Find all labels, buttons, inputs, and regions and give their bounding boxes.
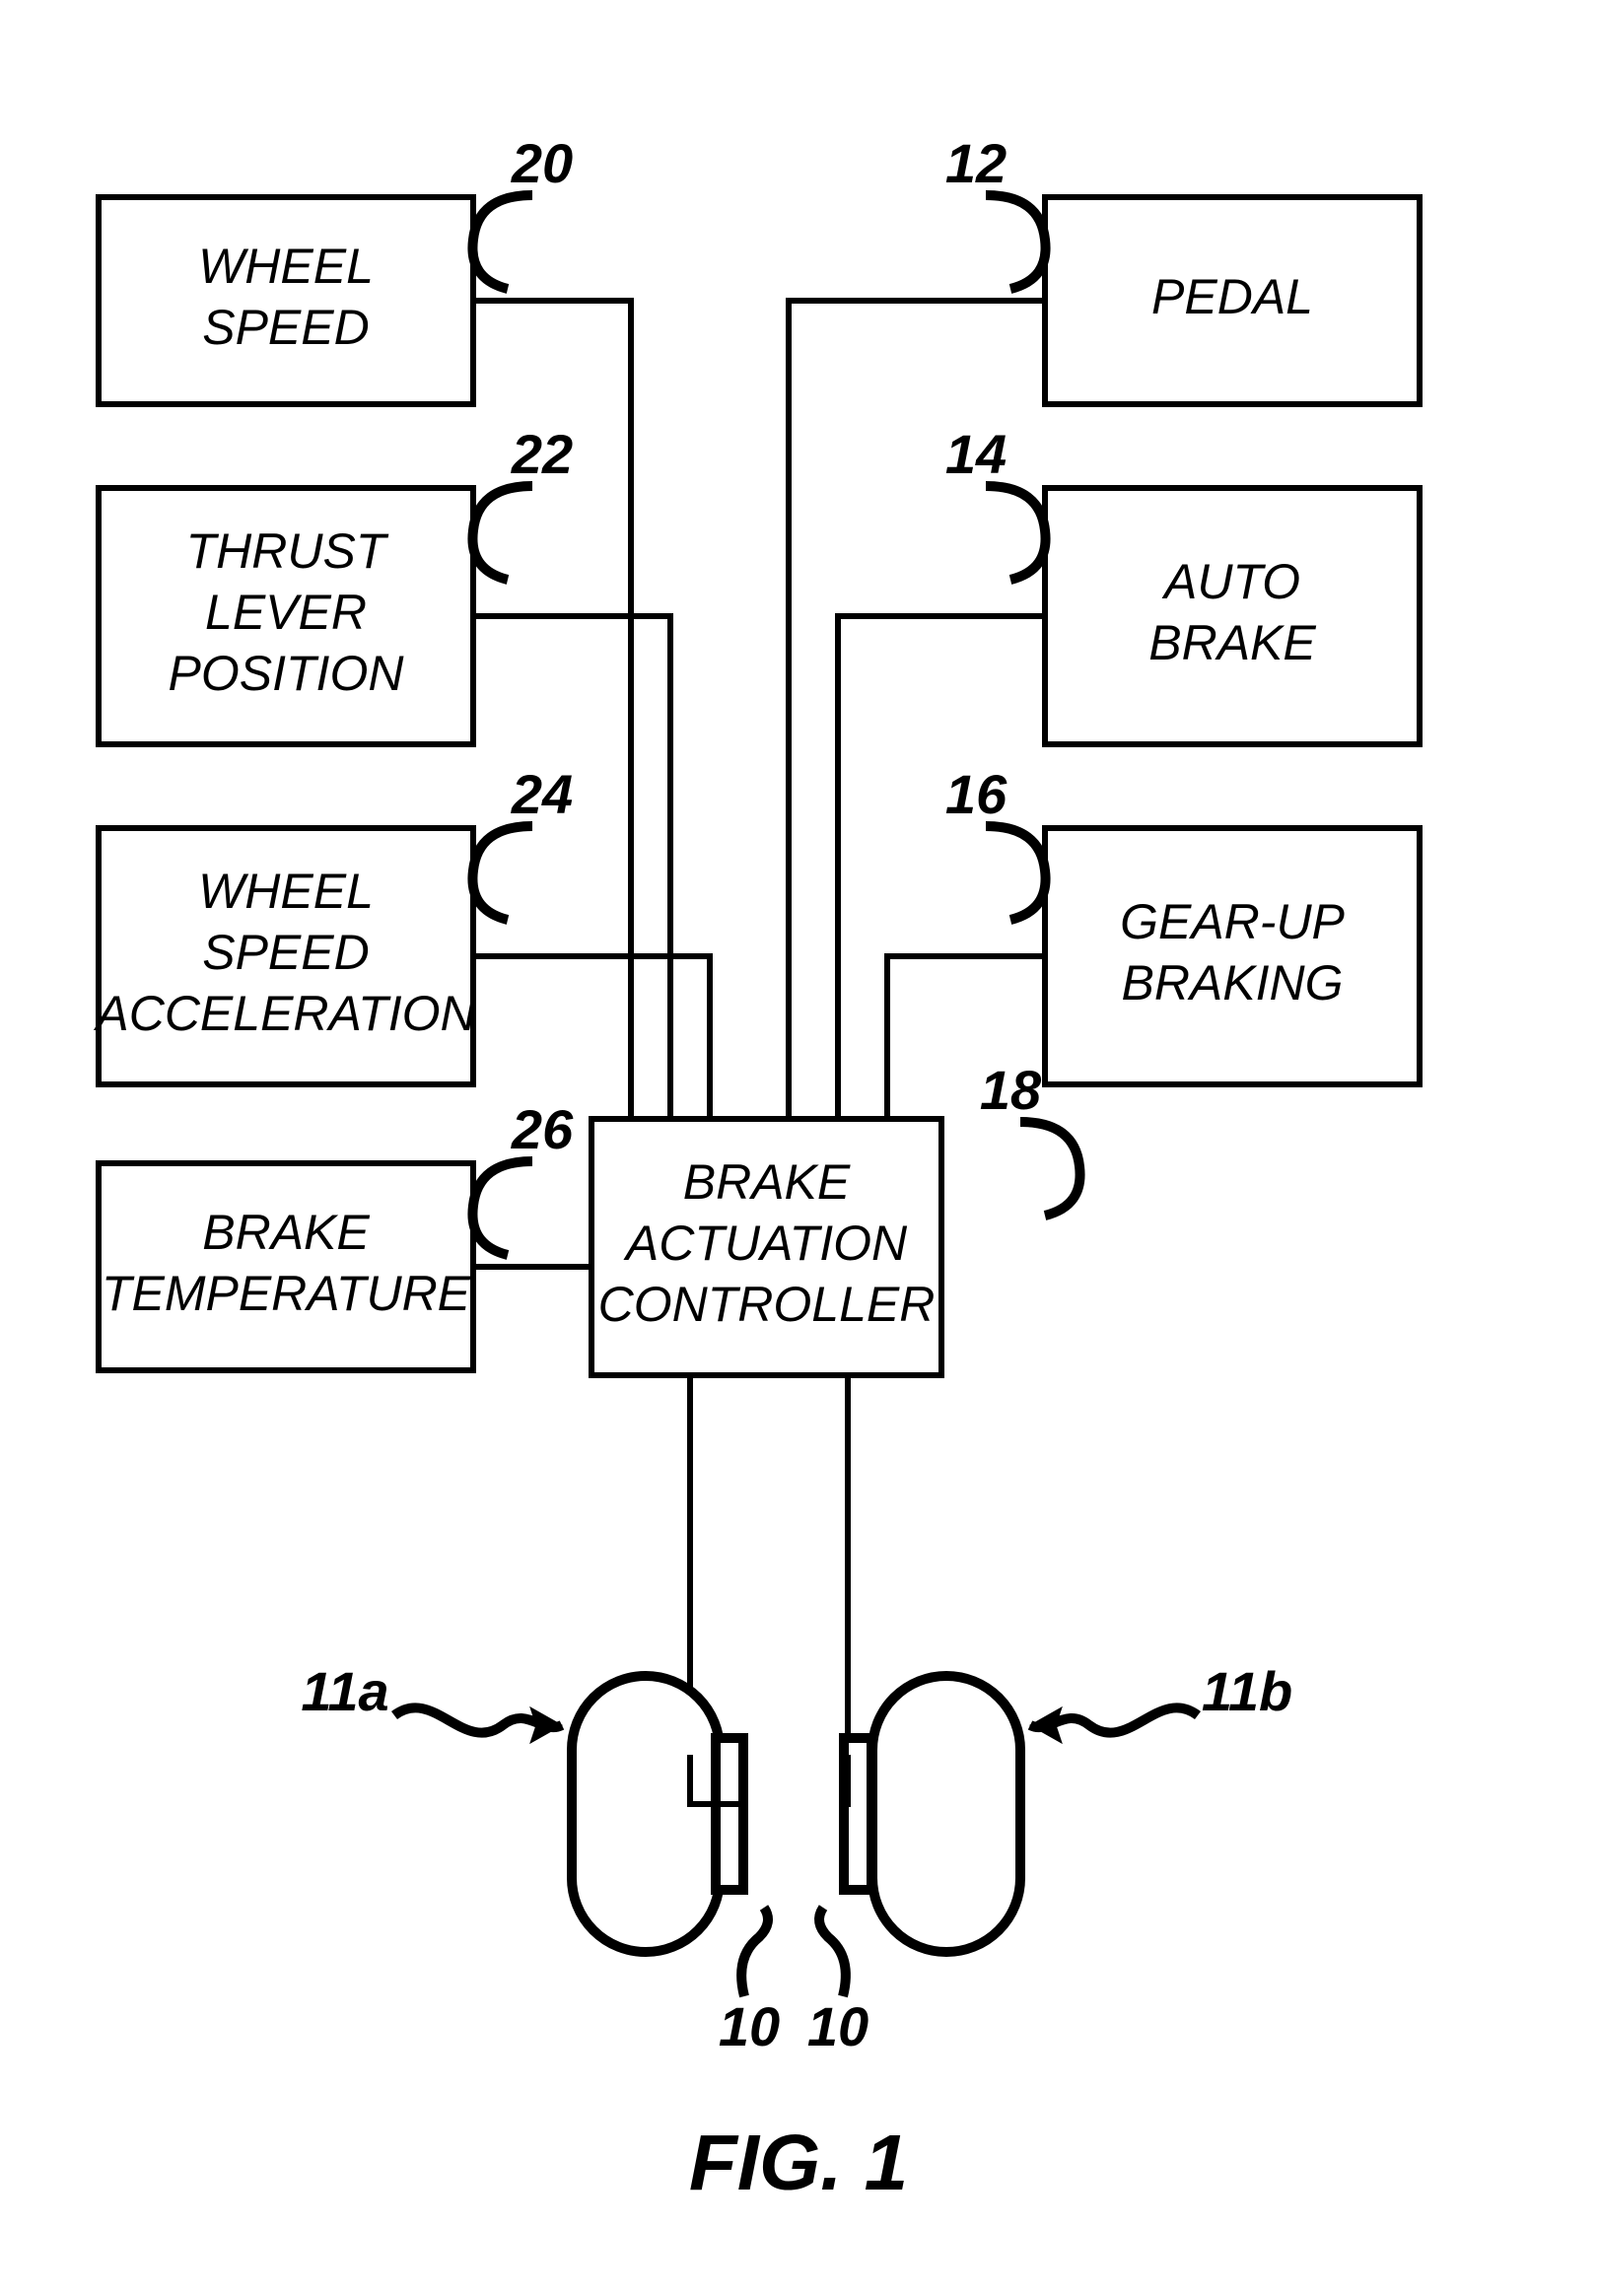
- wheel-right: [872, 1676, 1020, 1952]
- controller-label: ACTUATION: [623, 1216, 908, 1271]
- wheel-left-ref: 11a: [301, 1660, 388, 1722]
- gear_up-label: BRAKING: [1121, 955, 1343, 1010]
- auto_brake-wire: [838, 616, 1045, 1119]
- wheel_accel-label: ACCELERATION: [93, 986, 476, 1041]
- wheel_speed-label: WHEEL: [198, 239, 374, 294]
- gear_up-label: GEAR-UP: [1120, 894, 1345, 949]
- wheel_accel-label: WHEEL: [198, 864, 374, 919]
- controller-leader: [1020, 1122, 1080, 1216]
- thrust_lever-wire: [473, 616, 670, 1119]
- brake_temp-label: TEMPERATURE: [102, 1266, 471, 1321]
- pedal-label: PEDAL: [1151, 269, 1313, 324]
- brake_temp-ref: 26: [511, 1098, 574, 1160]
- thrust_lever-label: THRUST: [186, 523, 389, 579]
- thrust_lever-label: LEVER: [205, 585, 367, 640]
- wheel_speed-ref: 20: [511, 132, 573, 194]
- controller-label: BRAKE: [683, 1154, 851, 1210]
- wheel_accel-ref: 24: [511, 763, 573, 825]
- brake_temp-label: BRAKE: [202, 1205, 370, 1260]
- gear_up-ref: 16: [945, 763, 1007, 825]
- auto_brake-label: BRAKE: [1148, 615, 1316, 670]
- controller-label: CONTROLLER: [598, 1277, 936, 1332]
- gear_up-leader: [986, 826, 1046, 920]
- pedal-ref: 12: [945, 132, 1007, 194]
- wheel-right-ref: 11b: [1202, 1660, 1292, 1722]
- wheel_speed-label: SPEED: [202, 300, 370, 355]
- thrust_lever-leader: [472, 486, 532, 580]
- brake_temp-leader: [472, 1161, 532, 1255]
- brake-left-ref: 10: [719, 1995, 780, 2057]
- figure-label: FIG. 1: [689, 2119, 908, 2206]
- wheel_accel-leader: [472, 826, 532, 920]
- wheel-left: [572, 1676, 720, 1952]
- brake-right-leader: [819, 1908, 846, 1996]
- brake-left-leader: [741, 1908, 768, 1996]
- auto_brake-ref: 14: [945, 423, 1007, 485]
- pedal-leader: [986, 195, 1046, 289]
- wheel_speed-leader: [472, 195, 532, 289]
- thrust_lever-label: POSITION: [169, 646, 405, 701]
- wheel_accel-label: SPEED: [202, 925, 370, 980]
- auto_brake-leader: [986, 486, 1046, 580]
- brake-left: [716, 1738, 743, 1890]
- auto_brake-label: AUTO: [1161, 554, 1300, 609]
- controller-ref: 18: [980, 1059, 1042, 1121]
- wheel_accel-wire: [473, 956, 710, 1119]
- thrust_lever-ref: 22: [511, 423, 573, 485]
- brake-right-ref: 10: [807, 1995, 868, 2057]
